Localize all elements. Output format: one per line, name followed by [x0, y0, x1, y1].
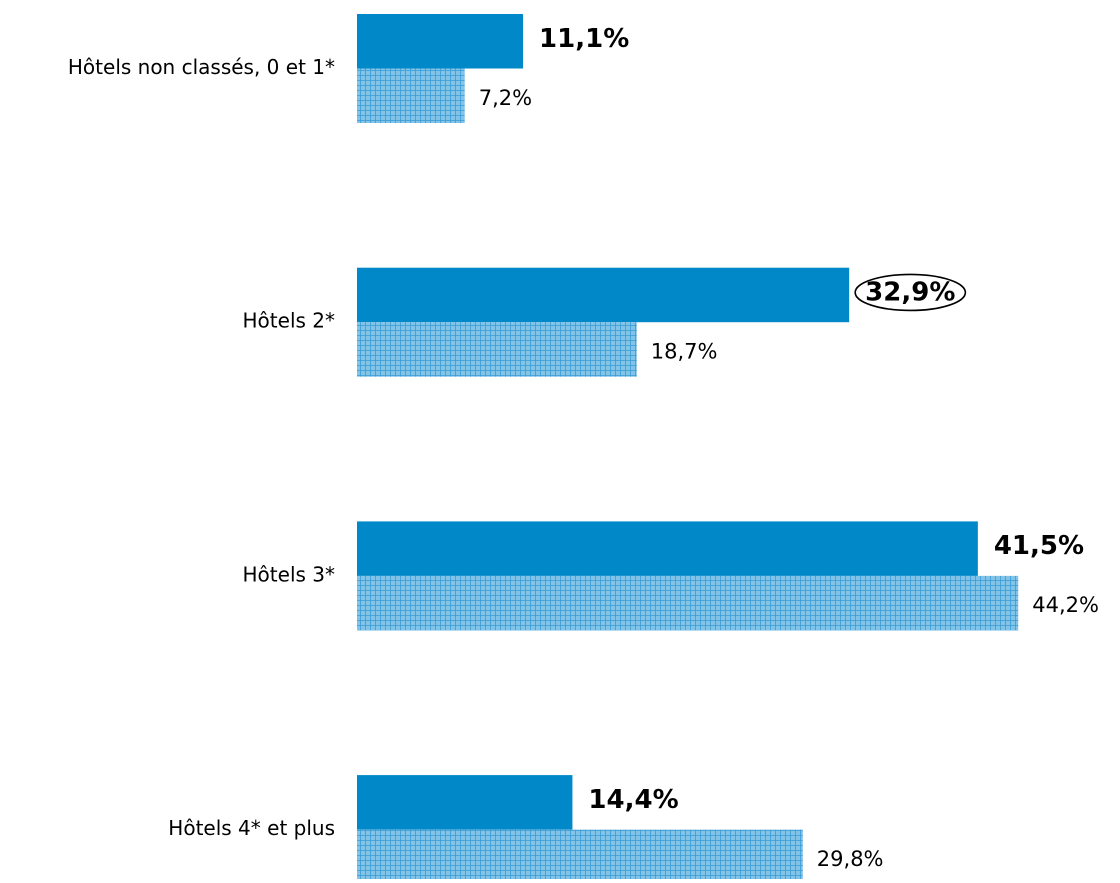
- category-label: Hôtels 4* et plus: [168, 816, 335, 840]
- highlight-ellipse: [854, 273, 967, 312]
- value-label: 44,2%: [1032, 593, 1099, 617]
- category-label: Hôtels 2*: [243, 309, 335, 333]
- bar: [357, 68, 465, 123]
- bar: [357, 322, 637, 377]
- bar: [357, 575, 1019, 631]
- bar: [357, 14, 524, 69]
- value-label: 29,8%: [817, 847, 884, 871]
- bar: [357, 267, 850, 323]
- value-label: 14,4%: [588, 785, 678, 815]
- value-label: 32,9%: [865, 277, 955, 307]
- category-label: Hôtels non classés, 0 et 1*: [68, 55, 335, 79]
- bar: [357, 829, 803, 883]
- value-label: 11,1%: [539, 24, 629, 54]
- category-label: Hôtels 3*: [243, 562, 335, 586]
- value-label: 7,2%: [479, 86, 532, 110]
- bar: [357, 775, 573, 830]
- value-label: 18,7%: [651, 339, 718, 363]
- bar: [357, 521, 978, 576]
- value-label: 41,5%: [994, 531, 1084, 561]
